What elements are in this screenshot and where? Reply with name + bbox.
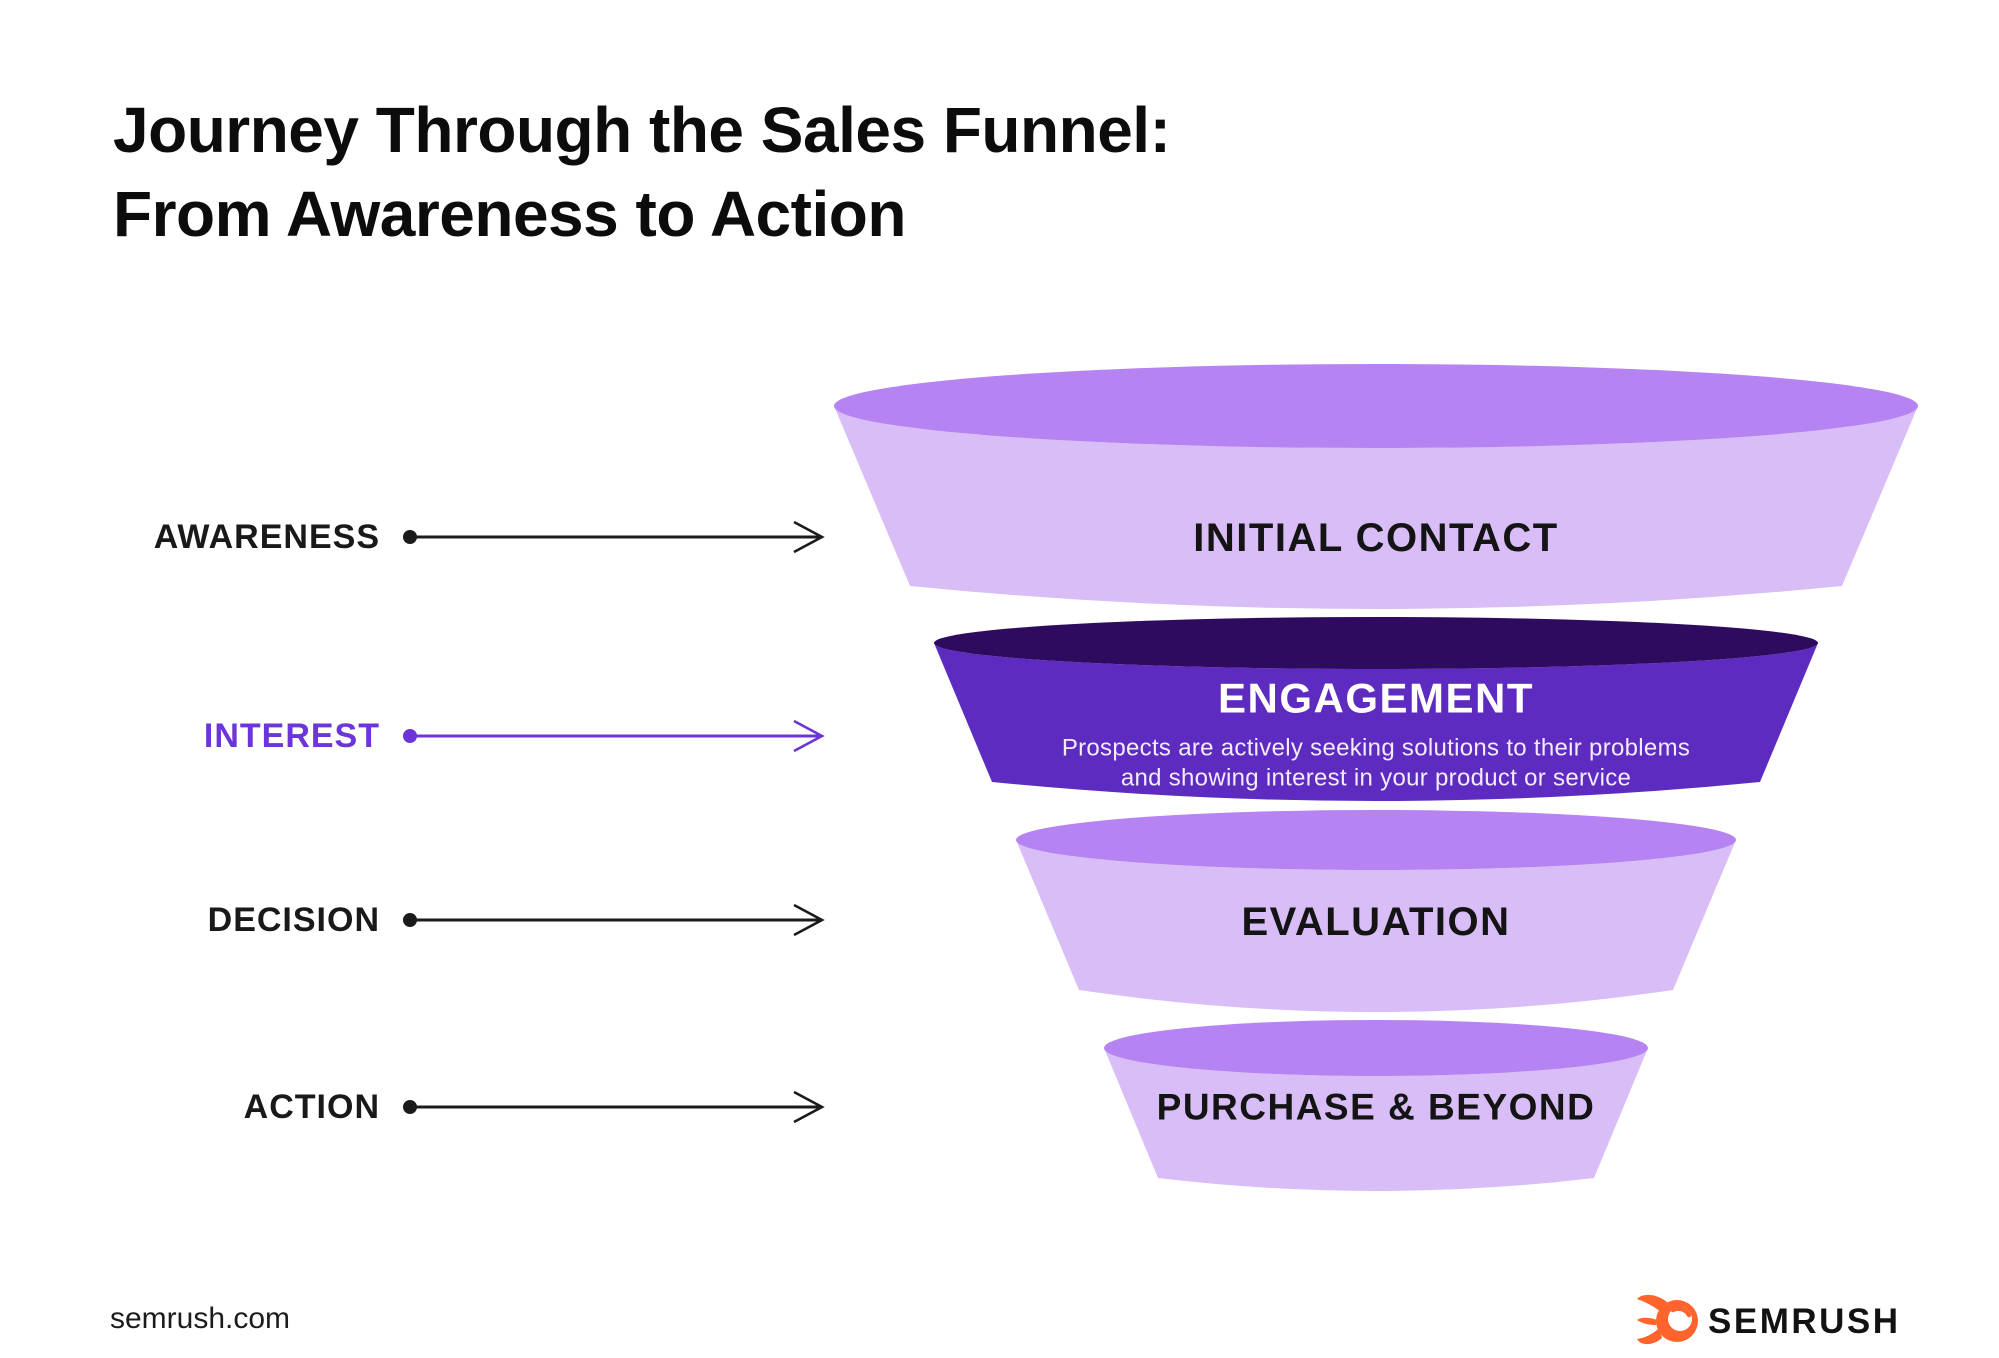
flame-icon — [1637, 1294, 1698, 1345]
engagement-label: ENGAGEMENT — [1218, 675, 1534, 722]
engagement-description-line-2: and showing interest in your product or … — [1121, 765, 1631, 792]
purchase-body — [1104, 1048, 1648, 1191]
arrow-head-icon — [793, 520, 825, 554]
title-line-2: From Awareness to Action — [113, 178, 906, 250]
evaluation-label: EVALUATION — [1241, 900, 1510, 944]
brand-wordmark: SEMRUSH — [1708, 1302, 1901, 1341]
arrow-head-icon — [793, 903, 825, 937]
stage-label-interest: INTEREST — [203, 717, 380, 755]
funnel-section-purchase: PURCHASE & BEYOND — [1104, 1020, 1648, 1191]
funnel-section-initial-contact: INITIAL CONTACT — [834, 364, 1918, 609]
initial-contact-label: INITIAL CONTACT — [1193, 516, 1558, 560]
stage-label-awareness: AWARENESS — [153, 518, 380, 556]
funnel-diagram: INITIAL CONTACT ENGAGEMENT Prospects are… — [800, 350, 1960, 1235]
funnel-section-evaluation: EVALUATION — [1016, 810, 1736, 1012]
interest-arrow-icon — [403, 719, 825, 753]
purchase-label: PURCHASE & BEYOND — [1157, 1087, 1596, 1128]
page-title: Journey Through the Sales Funnel: From A… — [113, 88, 1171, 256]
stage-row-interest: INTEREST — [80, 704, 845, 768]
decision-arrow-icon — [403, 903, 825, 937]
title-line-1: Journey Through the Sales Funnel: — [113, 94, 1171, 166]
funnel-svg: INITIAL CONTACT ENGAGEMENT Prospects are… — [834, 364, 1918, 1191]
semrush-logo-svg: SEMRUSH — [1637, 1294, 1901, 1345]
action-arrow-icon — [403, 1090, 825, 1124]
stage-label-decision: DECISION — [207, 901, 380, 939]
arrow-head-icon — [793, 1090, 825, 1124]
funnel-section-engagement: ENGAGEMENT Prospects are actively seekin… — [934, 617, 1818, 801]
stage-row-decision: DECISION — [80, 888, 845, 952]
initial-contact-body — [834, 406, 1918, 609]
engagement-body — [934, 643, 1818, 801]
evaluation-rim — [1016, 810, 1736, 870]
footer-website: semrush.com — [110, 1302, 291, 1335]
awareness-arrow-icon — [403, 520, 825, 554]
engagement-rim — [934, 617, 1818, 669]
purchase-rim — [1104, 1020, 1648, 1076]
evaluation-body — [1016, 840, 1736, 1012]
engagement-description-line-1: Prospects are actively seeking solutions… — [1062, 735, 1690, 762]
stage-row-awareness: AWARENESS — [80, 505, 845, 569]
initial-contact-rim — [834, 364, 1918, 448]
stage-row-action: ACTION — [80, 1075, 845, 1139]
semrush-logo: SEMRUSH — [1636, 1292, 1946, 1355]
arrow-head-icon — [793, 719, 825, 753]
stage-label-action: ACTION — [243, 1088, 380, 1126]
